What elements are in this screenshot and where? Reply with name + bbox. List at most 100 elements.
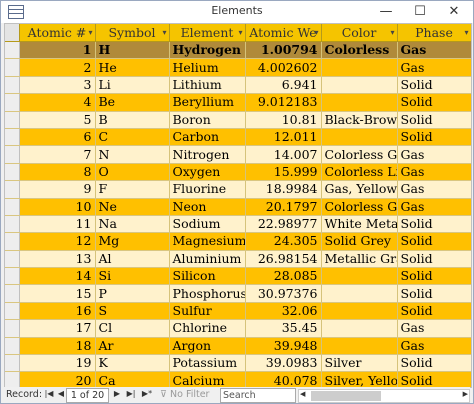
cell-atomic-we[interactable]: 1.00794 xyxy=(245,41,322,60)
cell-atomic-we[interactable]: 18.9984 xyxy=(245,180,322,199)
cell-element[interactable]: Carbon xyxy=(169,128,246,147)
cell-atomic-we[interactable]: 14.007 xyxy=(245,145,322,164)
cell-phase[interactable]: Gas xyxy=(397,41,471,60)
cell-color[interactable]: White Metall xyxy=(321,215,398,234)
cell-element[interactable]: Boron xyxy=(169,111,246,129)
cell-atomic-we[interactable]: 24.305 xyxy=(245,232,322,251)
cell-symbol[interactable]: N xyxy=(95,145,170,164)
cell-color[interactable]: Solid Grey xyxy=(321,232,398,251)
cell-atomic-we[interactable]: 4.002602 xyxy=(245,58,322,77)
cell-atomic[interactable]: 13 xyxy=(19,250,96,269)
record-selector[interactable] xyxy=(5,58,20,77)
cell-symbol[interactable]: He xyxy=(95,58,170,77)
table-row[interactable]: 19 K Potassium 39.0983 Silver Solid xyxy=(5,354,471,373)
cell-element[interactable]: Nitrogen xyxy=(169,145,246,164)
cell-element[interactable]: Hydrogen xyxy=(169,41,246,60)
cell-color[interactable] xyxy=(321,319,398,338)
cell-symbol[interactable]: Al xyxy=(95,250,170,269)
cell-atomic[interactable]: 3 xyxy=(19,76,96,95)
cell-element[interactable]: Sodium xyxy=(169,215,246,234)
cell-atomic[interactable]: 1 xyxy=(19,41,96,60)
cell-atomic[interactable]: 15 xyxy=(19,284,96,303)
cell-element[interactable]: Fluorine xyxy=(169,180,246,199)
cell-symbol[interactable]: P xyxy=(95,284,170,303)
cell-phase[interactable]: Solid xyxy=(397,284,471,303)
filter-dropdown-icon[interactable]: ▾ xyxy=(314,28,319,37)
cell-element[interactable]: Oxygen xyxy=(169,163,246,182)
cell-color[interactable] xyxy=(321,267,398,286)
current-record-field[interactable]: 1 of 20 xyxy=(66,388,109,403)
cell-symbol[interactable]: Cl xyxy=(95,319,170,338)
cell-atomic-we[interactable]: 6.941 xyxy=(245,76,322,95)
cell-element[interactable]: Lithium xyxy=(169,76,246,95)
cell-color[interactable] xyxy=(321,128,398,147)
cell-element[interactable]: Potassium xyxy=(169,354,246,373)
cell-atomic-we[interactable]: 20.1797 xyxy=(245,198,322,216)
cell-symbol[interactable]: Si xyxy=(95,267,170,286)
cell-atomic-we[interactable]: 26.98154 xyxy=(245,250,322,269)
cell-element[interactable]: Phosphorus xyxy=(169,284,246,303)
last-record-button[interactable]: ▶| xyxy=(126,389,136,398)
record-selector[interactable] xyxy=(5,198,20,216)
record-selector[interactable] xyxy=(5,319,20,338)
cell-phase[interactable]: Gas xyxy=(397,337,471,356)
cell-symbol[interactable]: Mg xyxy=(95,232,170,251)
cell-phase[interactable]: Gas xyxy=(397,145,471,164)
filter-dropdown-icon[interactable]: ▾ xyxy=(390,28,395,37)
cell-atomic-we[interactable]: 28.085 xyxy=(245,267,322,286)
new-record-button[interactable]: ▶* xyxy=(141,389,153,398)
cell-color[interactable]: Colorless Ga xyxy=(321,198,398,216)
record-selector[interactable] xyxy=(5,337,20,356)
cell-phase[interactable]: Gas xyxy=(397,319,471,338)
record-selector[interactable] xyxy=(5,215,20,234)
cell-element[interactable]: Calcium xyxy=(169,371,246,387)
cell-element[interactable]: Neon xyxy=(169,198,246,216)
cell-atomic-we[interactable]: 12.011 xyxy=(245,128,322,147)
table-row[interactable]: 18 Ar Argon 39.948 Gas xyxy=(5,337,471,356)
scroll-left-arrow-icon[interactable]: ◀ xyxy=(300,390,306,398)
cell-phase[interactable]: Gas xyxy=(397,180,471,199)
cell-atomic[interactable]: 7 xyxy=(19,145,96,164)
cell-element[interactable]: Chlorine xyxy=(169,319,246,338)
record-selector[interactable] xyxy=(5,163,20,182)
cell-atomic[interactable]: 5 xyxy=(19,111,96,129)
cell-color[interactable]: Metallic Gra xyxy=(321,250,398,269)
cell-atomic[interactable]: 14 xyxy=(19,267,96,286)
cell-symbol[interactable]: Ar xyxy=(95,337,170,356)
close-button[interactable]: ✕ xyxy=(448,4,460,19)
table-row[interactable]: 13 Al Aluminium 26.98154 Metallic Gra Solid xyxy=(5,250,471,269)
cell-color[interactable]: Silver xyxy=(321,354,398,373)
table-row[interactable]: 2 He Helium 4.002602 Gas xyxy=(5,58,471,77)
table-row[interactable]: 17 Cl Chlorine 35.45 Gas xyxy=(5,319,471,338)
cell-color[interactable]: Silver, Yellov xyxy=(321,371,398,387)
record-selector[interactable] xyxy=(5,267,20,286)
table-row[interactable]: 9 F Fluorine 18.9984 Gas, Yellow Gas xyxy=(5,180,471,199)
cell-color[interactable] xyxy=(321,302,398,321)
cell-atomic[interactable]: 6 xyxy=(19,128,96,147)
cell-atomic-we[interactable]: 32.06 xyxy=(245,302,322,321)
cell-element[interactable]: Aluminium xyxy=(169,250,246,269)
cell-color[interactable]: Black-Brown xyxy=(321,111,398,129)
column-header-element[interactable]: Element ▾ xyxy=(169,24,246,42)
cell-color[interactable]: Gas, Yellow xyxy=(321,180,398,199)
cell-phase[interactable]: Solid xyxy=(397,93,471,112)
record-selector[interactable] xyxy=(5,41,20,60)
cell-color[interactable]: Colorless Liq xyxy=(321,163,398,182)
cell-atomic[interactable]: 20 xyxy=(19,371,96,387)
cell-phase[interactable]: Solid xyxy=(397,232,471,251)
column-header-atomic[interactable]: Atomic # ▾ xyxy=(19,24,96,42)
first-record-button[interactable]: |◀ xyxy=(44,389,54,398)
column-header-phase[interactable]: Phase ▾ xyxy=(397,24,471,42)
cell-color[interactable] xyxy=(321,93,398,112)
cell-symbol[interactable]: Ne xyxy=(95,198,170,216)
record-selector[interactable] xyxy=(5,284,20,303)
cell-atomic[interactable]: 12 xyxy=(19,232,96,251)
maximize-button[interactable]: ☐ xyxy=(414,4,426,19)
cell-element[interactable]: Argon xyxy=(169,337,246,356)
scrollbar-thumb[interactable] xyxy=(311,391,381,401)
column-header-symbol[interactable]: Symbol ▾ xyxy=(95,24,170,42)
cell-phase[interactable]: Gas xyxy=(397,198,471,216)
